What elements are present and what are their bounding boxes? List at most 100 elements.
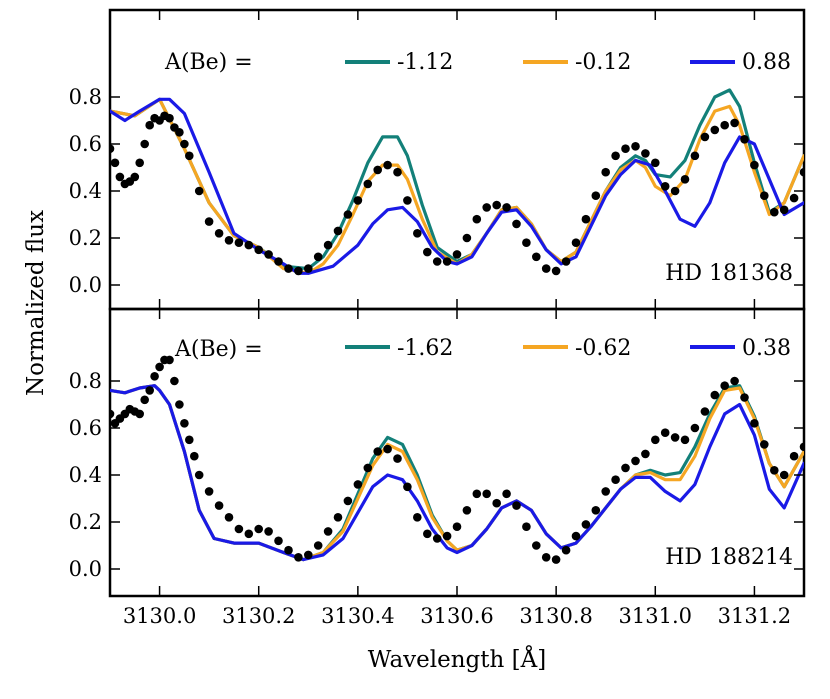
panel-1-observed-point (264, 527, 273, 536)
y-axis-title: Normalized flux (23, 210, 49, 396)
panel-0-observed-point (670, 186, 680, 196)
panel-0-observed-point (760, 191, 769, 200)
panel-0-observed-point (423, 247, 432, 257)
panel-0-observed-point (452, 250, 462, 259)
panel-0-y-tick-label: 0.0 (69, 273, 102, 297)
panel-1-observed-point (532, 541, 541, 550)
panel-1-y-tick-label: 0.6 (69, 416, 102, 440)
panel-0-observed-point (130, 172, 140, 182)
panel-1-observed-point (571, 531, 581, 541)
panel-0-observed-point (204, 217, 214, 226)
panel-1-observed-point (313, 541, 323, 550)
x-tick-label: 3130.0 (123, 604, 196, 628)
panel-1-observed-point (760, 440, 769, 449)
x-tick-label: 3130.6 (420, 604, 493, 628)
panel-0-observed-point (740, 135, 749, 144)
panel-1-observed-point (373, 447, 383, 456)
panel-0-observed-point (571, 238, 581, 247)
x-tick-label: 3130.2 (222, 604, 295, 628)
panel-0-observed-point (304, 264, 313, 273)
x-tick-label: 3130.8 (519, 604, 592, 628)
panel-0-observed-point (710, 125, 720, 135)
panel-0-observed-point (323, 240, 333, 250)
panel-1-observed-point (670, 433, 680, 442)
panel-1-observed-point (353, 480, 363, 489)
panel-1-observed-point (170, 376, 179, 386)
panel-0-observed-point (700, 132, 710, 142)
panel-0-observed-point (680, 175, 690, 184)
panel-0-observed-point (234, 238, 244, 247)
panel-1-series-line-2 (110, 384, 804, 562)
panel-1-observed-point (140, 395, 149, 405)
panel-1-observed-point (432, 534, 442, 543)
panel-0-y-tick-label: 0.4 (69, 179, 102, 203)
panel-0-observed-point (403, 196, 412, 205)
panel-0-observed-point (115, 172, 125, 182)
panel-1-observed-point (165, 355, 174, 365)
panel-1-observed-point (750, 419, 759, 428)
panel-1-observed-point (145, 386, 154, 395)
panel-1-observed-point (730, 376, 739, 386)
panel-1-y-tick-label: 0.0 (69, 557, 102, 581)
panel-1-observed-point (551, 555, 561, 564)
panel-0-observed-point (135, 158, 144, 168)
panel-0-observed-point (165, 113, 174, 123)
panel-0-y-tick-label: 0.6 (69, 132, 102, 156)
panel-0-plot (110, 88, 804, 276)
panel-0-observed-point (333, 226, 343, 236)
panel-0-observed-point (779, 205, 789, 215)
top-legend-prefix: A(Be) = (164, 50, 253, 75)
panel-1-observed-point (799, 442, 804, 452)
panel-0-observed-point (185, 151, 194, 161)
panel-1-observed-point (403, 482, 412, 492)
panel-0-observed-point (140, 139, 149, 149)
panel-0-observed-point (145, 120, 154, 130)
bottom-legend: A(Be) = -1.62 -0.62 0.38 (174, 336, 791, 362)
panel-1-observed-point (651, 435, 660, 445)
panel-0-observed-point (343, 210, 353, 219)
panel-0-observed-point (551, 266, 561, 276)
panel-0-observed-point (175, 128, 184, 137)
top-legend-blue-label: 0.88 (742, 50, 791, 75)
panel-1-observed-point (720, 381, 729, 391)
panel-1-observed-point (363, 463, 373, 473)
panel-0-observed-point (690, 151, 700, 161)
panel-1-observed-point (690, 423, 700, 433)
panel-0-observed-point (462, 233, 472, 243)
panel-0-observed-point (180, 139, 189, 149)
panel-0-observed-point (264, 250, 273, 259)
panel-0-observed-point (383, 160, 392, 170)
panel-1-observed-point (770, 466, 779, 475)
panel-0-observed-point (581, 214, 591, 224)
panel-1-observed-point (234, 524, 244, 534)
panel-0-observed-point (110, 144, 115, 153)
panel-0-observed-point (522, 238, 531, 247)
panel-1-observed-point (631, 456, 640, 466)
panel-1-observed-point (274, 536, 283, 546)
panel-1-observed-point (150, 372, 159, 381)
panel-1-observed-point (472, 489, 482, 499)
panel-1-observed-point (482, 489, 492, 499)
panel-0-observed-point (512, 219, 521, 229)
panel-1-observed-point (660, 428, 670, 438)
panel-1-observed-point (190, 451, 199, 461)
panel-1-observed-point (110, 409, 115, 419)
panel-0-observed-point (641, 149, 650, 158)
panel-1-observed-point (581, 520, 591, 529)
panel-0-observed-point (631, 142, 640, 151)
panel-0-observed-point (284, 264, 293, 273)
panel-0-series-line-0 (110, 88, 804, 271)
panel-1-observed-point (304, 550, 313, 560)
panel-1-observed-point (333, 513, 343, 522)
panel-1-observed-point (779, 470, 789, 480)
panel-0-observed-point (413, 229, 422, 238)
panel-0-observed-point (532, 252, 541, 262)
panel-0-observed-point (393, 167, 402, 177)
panel-1-observed-point (452, 522, 462, 531)
panel-1-observed-point (591, 506, 601, 515)
panel-0-observed-point (254, 245, 263, 255)
panel-1-observed-point (155, 362, 164, 372)
panel-0-observed-point (373, 165, 383, 175)
panel-0-observed-point (789, 193, 799, 203)
